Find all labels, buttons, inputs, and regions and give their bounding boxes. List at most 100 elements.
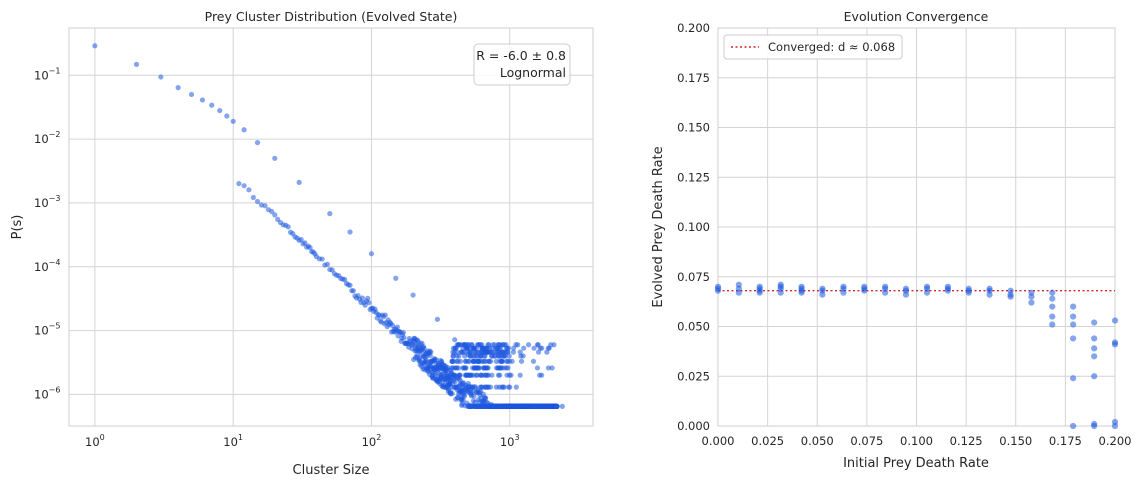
left-data-point — [188, 91, 195, 98]
left-data-point — [505, 384, 512, 390]
right-data-point — [1091, 353, 1098, 360]
right-data-point — [1007, 293, 1014, 300]
right-data-point — [1091, 319, 1098, 326]
left-data-point — [454, 349, 460, 355]
left-data-point — [350, 288, 356, 294]
left-data-point — [241, 127, 247, 133]
left-data-point — [209, 102, 215, 108]
left-data-point — [526, 342, 532, 348]
left-data-point — [254, 198, 261, 205]
left-x-axis-label: Cluster Size — [293, 463, 370, 478]
right-x-tick-label: 0.150 — [999, 434, 1032, 448]
left-data-point — [517, 372, 523, 378]
left-data-point — [368, 251, 375, 257]
left-data-points — [92, 43, 565, 409]
left-data-point — [254, 140, 261, 146]
left-data-point — [515, 342, 521, 348]
left-data-point — [509, 358, 515, 364]
left-data-point — [410, 292, 416, 298]
right-x-tick-label: 0.025 — [751, 434, 784, 448]
right-data-point — [1049, 303, 1056, 310]
left-data-point — [501, 384, 507, 390]
left-data-point — [421, 345, 427, 351]
left-data-point — [366, 300, 372, 306]
left-data-point — [474, 372, 480, 378]
right-x-tick-label: 0.050 — [801, 434, 834, 448]
right-data-point — [1111, 341, 1119, 348]
left-data-point — [362, 302, 368, 308]
right-data-point — [923, 289, 931, 296]
left-data-point — [531, 345, 537, 351]
annotation-line-1: R = -6.0 ± 0.8 — [476, 48, 566, 63]
annotation-box: R = -6.0 ± 0.8 Lognormal — [473, 43, 571, 86]
left-data-point — [521, 345, 527, 351]
right-y-tick-label: 0.125 — [677, 170, 710, 184]
left-data-point — [456, 365, 462, 371]
left-y-axis-label: P(s) — [10, 215, 25, 240]
left-data-point — [544, 349, 550, 355]
left-data-point — [502, 353, 508, 359]
right-data-point — [1070, 321, 1077, 328]
left-data-point — [285, 224, 291, 230]
left-data-point — [534, 365, 541, 371]
left-data-point — [489, 372, 495, 378]
left-chart-title: Prey Cluster Distribution (Evolved State… — [205, 9, 458, 24]
left-data-point — [487, 384, 494, 390]
right-x-axis-label: Initial Prey Death Rate — [843, 456, 989, 471]
right-data-point — [1111, 317, 1119, 324]
left-data-point — [530, 358, 537, 364]
left-data-point — [449, 390, 455, 397]
left-data-point — [324, 261, 330, 267]
left-data-point — [393, 275, 399, 281]
left-data-point — [241, 183, 247, 189]
right-x-tick-label: 0.175 — [1049, 434, 1082, 448]
left-data-point — [272, 155, 278, 161]
right-data-point — [840, 289, 847, 296]
left-data-point — [485, 365, 491, 371]
right-data-point — [1049, 289, 1056, 296]
right-data-point — [1028, 293, 1035, 300]
right-data-point — [1070, 313, 1077, 320]
left-data-point — [452, 337, 458, 343]
right-x-tick-labels: 0.000 0.025 0.050 0.075 0.100 0.125 0.150 0.175… — [702, 434, 1132, 448]
left-data-point — [551, 342, 557, 348]
right-data-point — [1091, 345, 1098, 352]
right-data-point — [1091, 422, 1098, 430]
right-data-point — [861, 287, 868, 294]
left-data-point — [230, 118, 236, 124]
left-data-point — [401, 335, 407, 341]
left-data-point — [535, 349, 542, 355]
left-data-point — [92, 43, 98, 49]
right-y-tick-label: 0.000 — [677, 419, 710, 433]
right-data-point — [986, 291, 993, 298]
left-data-point — [520, 353, 526, 359]
left-data-point — [327, 211, 333, 217]
left-data-point — [394, 324, 400, 330]
left-data-point — [457, 372, 463, 378]
left-data-point — [539, 345, 545, 351]
left-data-point — [400, 329, 406, 336]
left-data-point — [462, 353, 468, 359]
legend-entry-label: Converged: d ≈ 0.068 — [768, 40, 895, 54]
right-data-point — [1111, 422, 1119, 430]
right-x-tick-label: 0.125 — [950, 434, 983, 448]
right-data-point — [1070, 335, 1077, 342]
left-data-point — [549, 365, 555, 371]
left-data-point — [382, 312, 388, 318]
right-grid — [717, 27, 1116, 427]
left-data-point — [466, 358, 472, 364]
left-data-point — [559, 403, 565, 409]
left-data-point — [484, 372, 491, 378]
left-data-point — [347, 282, 353, 288]
left-data-point — [505, 345, 512, 351]
right-y-tick-labels: 0.000 0.025 0.050 0.075 0.100 0.125 0.150 0.175… — [677, 21, 710, 433]
right-data-point — [1070, 422, 1077, 430]
right-y-tick-label: 0.025 — [677, 369, 710, 383]
right-data-point — [1091, 373, 1098, 380]
left-data-point — [175, 85, 181, 91]
left-data-point — [476, 365, 482, 371]
right-data-point — [1049, 321, 1056, 328]
right-data-point — [735, 289, 742, 296]
left-data-point — [497, 372, 503, 378]
left-data-point — [262, 203, 268, 209]
